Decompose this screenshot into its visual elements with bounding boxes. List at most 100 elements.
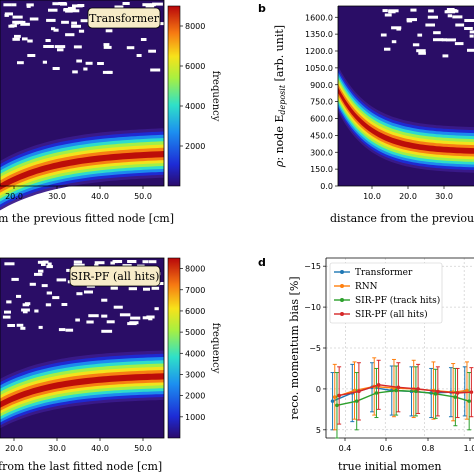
sparse-bin xyxy=(16,323,24,327)
sparse-bin xyxy=(43,45,54,48)
sparse-bin xyxy=(28,54,36,57)
sparse-bin xyxy=(47,262,52,266)
sparse-bin xyxy=(72,4,83,8)
sparse-bin xyxy=(113,305,123,309)
panel-b-y-tick-label: 150.0 xyxy=(310,165,333,174)
sparse-bin xyxy=(75,318,80,322)
sparse-bin xyxy=(76,292,83,296)
panel-d-series xyxy=(330,357,474,439)
sparse-bin xyxy=(142,260,149,264)
sparse-bin xyxy=(46,265,53,269)
panel-b-ylabel: ρ: node Edeposit [arb. unit] xyxy=(273,25,287,168)
panel-a-x-tick-label: 40.0 xyxy=(91,192,109,201)
panel-a-x-tick-label: 50.0 xyxy=(134,192,152,201)
data-point xyxy=(354,399,359,403)
sparse-bin xyxy=(441,38,447,42)
panel-b-density-band xyxy=(338,66,474,173)
sparse-bin xyxy=(6,300,12,304)
sparse-bin xyxy=(14,34,21,38)
sparse-bin xyxy=(22,303,30,307)
panel-b-y-tick-label: 1600.0 xyxy=(305,13,333,22)
sparse-bin xyxy=(106,320,115,324)
sparse-bin xyxy=(45,303,52,307)
sparse-bin xyxy=(391,26,402,30)
panel-c-cb-tick-label: 1000 xyxy=(185,413,205,422)
sparse-bin xyxy=(433,38,444,42)
panel-a-cb-tick-label: 8000 xyxy=(185,22,205,31)
panel-d-y-tick-label: 5 xyxy=(316,426,321,435)
sparse-bin xyxy=(86,320,94,324)
sparse-bin xyxy=(20,22,30,26)
data-point xyxy=(335,403,339,408)
sparse-bin xyxy=(101,329,113,333)
sparse-bin xyxy=(446,8,455,11)
panel-d-ylabel: reco. momentum bias [%] xyxy=(288,276,301,419)
sparse-bin xyxy=(65,9,73,13)
sparse-bin xyxy=(34,309,39,313)
sparse-bin xyxy=(445,10,450,14)
panel-b-y-tick-label: 1200.0 xyxy=(305,47,333,56)
sparse-bin xyxy=(12,20,23,24)
sparse-bin xyxy=(63,8,68,12)
panel-a: 20.0 30.0 40.0 50.0 Transformer m the previ… xyxy=(0,0,221,225)
data-point xyxy=(337,393,341,398)
panel-b-sparse-bins xyxy=(380,8,474,58)
panel-b-xlabel: distance from the previous xyxy=(330,212,474,225)
panel-b-y-ticks: 0.0 150.0 300.0 450.0 600.0 750.0 900.0 1050.0 1… xyxy=(305,13,338,191)
sparse-bin xyxy=(51,27,56,31)
legend-swatch-marker xyxy=(340,312,344,316)
sparse-bin xyxy=(73,260,83,264)
sparse-bin xyxy=(21,308,30,312)
panel-b-y-tick-label: 450.0 xyxy=(310,131,333,140)
sparse-bin xyxy=(78,29,85,33)
sparse-bin xyxy=(10,24,17,28)
sparse-bin xyxy=(59,2,68,6)
sparse-bin xyxy=(71,24,81,28)
panel-d-x-tick-label: 1.0 xyxy=(464,444,474,453)
panel-d-x-tick-label: 0.8 xyxy=(422,444,435,453)
sparse-bin xyxy=(65,33,75,37)
panel-d-label: d xyxy=(258,256,266,269)
sparse-bin xyxy=(455,23,465,27)
sparse-bin xyxy=(140,38,147,41)
data-point xyxy=(376,383,381,387)
sparse-bin xyxy=(452,15,463,19)
sparse-bin xyxy=(380,33,387,37)
sparse-bin xyxy=(469,34,474,38)
sparse-bin xyxy=(467,48,474,52)
sparse-bin xyxy=(52,2,59,6)
c-band-layer-7 xyxy=(0,373,164,408)
sparse-bin xyxy=(396,27,401,31)
panel-d-y-tick-label: −15 xyxy=(304,262,321,271)
sparse-bin xyxy=(105,29,113,33)
sparse-bin xyxy=(136,54,142,57)
data-point xyxy=(455,391,460,395)
sparse-bin xyxy=(77,4,85,7)
a-band-layer-7 xyxy=(0,151,164,190)
sparse-bin xyxy=(29,17,39,21)
sparse-bin xyxy=(447,14,453,18)
panel-c-x-ticks: 20.0 30.0 40.0 50.0 xyxy=(5,438,152,453)
panel-d: d −15 −10 −5 0 5 0.4 0.6 0.8 1.0 Transformer RNN… xyxy=(258,256,474,473)
data-point xyxy=(396,385,401,390)
panel-b-x-tick-label: 20.0 xyxy=(399,192,417,201)
panel-c-annotation-box: SIR-PF (all hits) xyxy=(69,265,161,287)
sparse-bin xyxy=(52,296,60,300)
data-point xyxy=(436,389,440,394)
sparse-bin xyxy=(156,22,167,26)
panel-b-label: b xyxy=(258,2,266,15)
panel-c-x-tick-label: 40.0 xyxy=(91,444,109,453)
sparse-bin xyxy=(7,324,15,327)
sparse-bin xyxy=(38,269,44,273)
sparse-bin xyxy=(470,19,474,22)
sparse-bin xyxy=(27,39,33,43)
panel-b-x-tick-label: 30.0 xyxy=(435,192,453,201)
sparse-bin xyxy=(145,4,155,8)
sparse-bin xyxy=(48,8,58,12)
sparse-bin xyxy=(146,315,155,319)
panel-d-x-tick-label: 0.6 xyxy=(380,444,393,453)
panel-b: b 0.0 150.0 300.0 450.0 600.0 750.0 900.0 1050.… xyxy=(258,2,474,225)
panel-b-x-tick-label: 10.0 xyxy=(363,192,381,201)
panel-a-xlabel: m the previous fitted node [cm] xyxy=(0,212,174,225)
sparse-bin xyxy=(444,10,456,14)
